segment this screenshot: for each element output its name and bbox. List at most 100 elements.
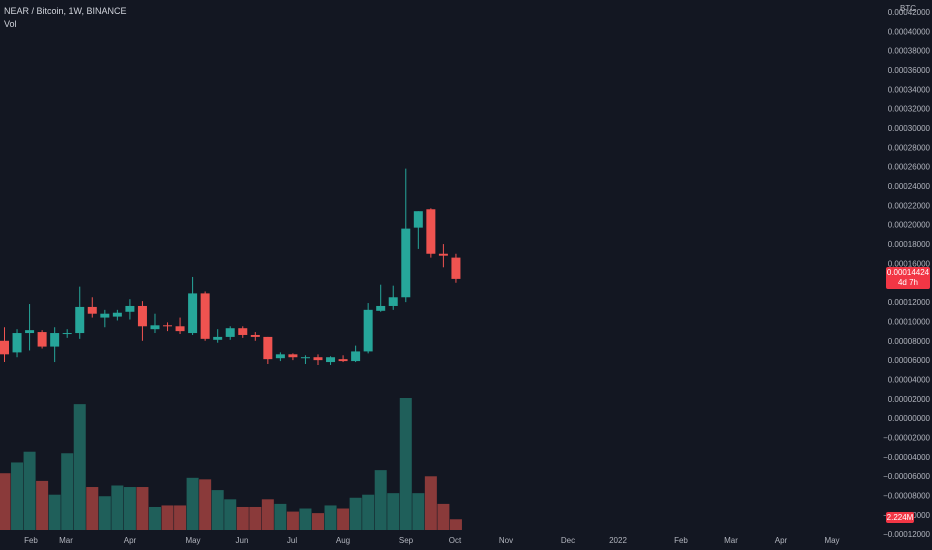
volume-bar[interactable] [324, 505, 337, 530]
volume-bar[interactable] [0, 473, 11, 530]
volume-bar[interactable] [123, 487, 136, 530]
candle-body[interactable] [225, 328, 235, 337]
candle-body[interactable] [137, 305, 147, 327]
candle-body[interactable] [401, 228, 411, 298]
candle-body[interactable] [188, 293, 198, 334]
volume-bar[interactable] [148, 506, 161, 530]
last-price-value: 0.00014424 [886, 268, 930, 277]
candle-body[interactable] [413, 211, 423, 228]
volume-bar[interactable] [437, 503, 450, 530]
volume-bar[interactable] [449, 519, 462, 530]
candle-body[interactable] [388, 297, 398, 306]
candle-body[interactable] [250, 334, 260, 337]
volume-bar[interactable] [98, 496, 111, 530]
candle-body[interactable] [100, 313, 110, 318]
volume-bar[interactable] [261, 499, 274, 530]
price-axis-label: 0.00008000 [888, 337, 931, 346]
candle-body[interactable] [75, 306, 85, 334]
volume-bar[interactable] [249, 506, 262, 530]
chart-legend: NEAR / Bitcoin, 1W, BINANCE Vol [4, 6, 127, 29]
candle-body[interactable] [200, 293, 210, 339]
volume-bar[interactable] [86, 487, 99, 530]
price-axis-label: 0.00010000 [888, 317, 931, 326]
volume-bar[interactable] [374, 470, 387, 530]
candle-body[interactable] [125, 305, 135, 312]
volume-bar[interactable] [286, 511, 299, 530]
volume-bar[interactable] [224, 499, 237, 530]
symbol-title[interactable]: NEAR / Bitcoin, 1W, BINANCE [4, 6, 127, 16]
candle-body[interactable] [426, 209, 436, 254]
volume-bar[interactable] [299, 508, 312, 530]
volume-bar[interactable] [312, 513, 324, 530]
volume-bar[interactable] [61, 453, 74, 530]
candle-body[interactable] [213, 336, 223, 340]
price-axis-label: 0.00000000 [888, 414, 931, 423]
price-axis-label: 0.00012000 [888, 298, 931, 307]
volume-bar[interactable] [73, 404, 86, 530]
volume-bar[interactable] [186, 477, 199, 530]
price-axis-label: 0.00018000 [888, 240, 931, 249]
volume-bars [0, 398, 462, 530]
candle-body[interactable] [175, 326, 185, 332]
time-axis-label: Feb [674, 536, 688, 545]
volume-bar[interactable] [362, 494, 375, 530]
volume-bar[interactable] [211, 490, 224, 530]
price-axis-label: 0.00038000 [888, 47, 931, 56]
volume-bar[interactable] [136, 487, 149, 530]
candle-body[interactable] [363, 309, 373, 352]
volume-bar[interactable] [399, 398, 412, 530]
candle-body[interactable] [163, 325, 173, 327]
volume-bar[interactable] [11, 462, 24, 530]
candle-body[interactable] [376, 305, 386, 311]
volume-bar[interactable] [36, 480, 49, 530]
volume-indicator-label[interactable]: Vol [4, 19, 17, 29]
price-axis-label: 0.00032000 [888, 105, 931, 114]
time-axis-label: Oct [449, 536, 462, 545]
price-axis-label: 0.00002000 [888, 395, 931, 404]
volume-bar[interactable] [412, 493, 425, 530]
candle-body[interactable] [451, 257, 461, 279]
candle-body[interactable] [338, 359, 348, 362]
candle-body[interactable] [50, 333, 60, 347]
volume-bar[interactable] [387, 493, 400, 530]
candle-body[interactable] [275, 354, 285, 359]
price-axis-label: 0.00028000 [888, 143, 931, 152]
candle-body[interactable] [313, 357, 323, 361]
candle-body[interactable] [62, 333, 72, 335]
time-axis-label: Apr [124, 536, 137, 545]
volume-bar[interactable] [48, 494, 61, 530]
price-axis-label: −0.00006000 [883, 472, 930, 481]
time-axis-label: Sep [399, 536, 414, 545]
candle-body[interactable] [238, 328, 248, 335]
candle-body[interactable] [87, 306, 97, 314]
volume-bar[interactable] [111, 485, 124, 530]
candle-body[interactable] [25, 330, 35, 334]
candle-body[interactable] [263, 336, 273, 360]
candle-body[interactable] [112, 312, 122, 317]
time-axis-label: Mar [59, 536, 73, 545]
candles [0, 168, 461, 365]
candle-body[interactable] [12, 333, 22, 353]
candle-body[interactable] [351, 351, 361, 362]
volume-bar[interactable] [274, 503, 287, 530]
candle-body[interactable] [288, 354, 298, 358]
price-axis-label: 0.00004000 [888, 375, 931, 384]
volume-bar[interactable] [161, 505, 174, 530]
candle-body[interactable] [0, 340, 9, 355]
volume-bar[interactable] [199, 479, 212, 530]
candle-body[interactable] [326, 357, 336, 363]
volume-bar[interactable] [349, 497, 362, 530]
candle-body[interactable] [438, 253, 448, 256]
time-axis-label: May [185, 536, 200, 545]
volume-bar[interactable] [424, 476, 437, 530]
candle-body[interactable] [150, 325, 160, 330]
candle-body[interactable] [300, 357, 310, 359]
time-axis-label: Nov [499, 536, 513, 545]
volume-bar[interactable] [337, 508, 350, 530]
volume-bar[interactable] [23, 451, 36, 530]
candle-body[interactable] [37, 332, 47, 347]
volume-bar[interactable] [174, 505, 187, 530]
volume-bar[interactable] [236, 506, 249, 530]
time-axis-label: May [824, 536, 839, 545]
